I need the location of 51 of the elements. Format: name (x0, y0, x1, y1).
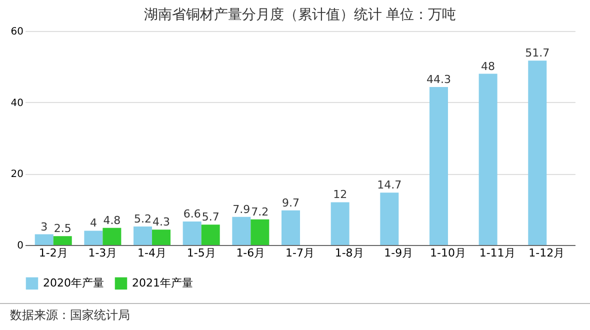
x-tick-label: 1-12月 (528, 246, 565, 260)
bar (182, 221, 202, 245)
bar (528, 60, 547, 245)
source-note: 数据来源：国家统计局 (10, 307, 130, 324)
x-tick-label: 1-2月 (38, 246, 68, 260)
x-tick-label: 1-4月 (138, 246, 166, 260)
bar (34, 234, 54, 245)
y-tick-label: 40 (10, 98, 24, 109)
legend-label: 2020年产量 (43, 276, 104, 290)
x-tick-label: 1-10月 (430, 246, 466, 260)
bar (250, 219, 270, 245)
data-label: 7.9 (232, 202, 250, 216)
bar (152, 230, 171, 245)
bar (84, 230, 103, 245)
y-tick-label: 0 (17, 240, 24, 252)
data-label: 5.7 (202, 210, 220, 224)
bar (478, 74, 498, 245)
data-label: 7.2 (251, 205, 269, 218)
bar (232, 216, 251, 245)
data-label: 9.7 (282, 196, 300, 210)
bar (134, 226, 152, 245)
data-label: 14.7 (377, 178, 402, 192)
data-label: 51.7 (525, 46, 550, 60)
data-label: 4.3 (152, 216, 170, 229)
data-label: 12 (333, 188, 348, 202)
bar (429, 86, 448, 245)
x-tick-label: 1-9月 (384, 246, 414, 260)
x-tick-label: 1-7月 (286, 246, 314, 260)
data-label: 4.8 (103, 214, 121, 227)
legend-label: 2021年产量 (132, 276, 193, 290)
bar (380, 192, 399, 245)
x-tick-label: 1-6月 (236, 246, 266, 260)
x-tick-label: 1-3月 (88, 246, 118, 260)
data-label: 6.6 (183, 207, 201, 220)
x-tick-label: 1-5月 (186, 246, 216, 260)
data-label: 2.5 (54, 222, 72, 236)
data-label: 5.2 (134, 212, 152, 226)
data-label: 4 (90, 216, 97, 230)
data-label: 3 (40, 220, 48, 234)
bar (330, 202, 350, 245)
y-tick-label: 60 (10, 26, 24, 38)
y-tick-label: 20 (10, 169, 24, 180)
bar (282, 210, 300, 245)
bar (53, 236, 72, 245)
bar (102, 228, 122, 245)
x-tick-label: 1-8月 (334, 246, 364, 260)
chart-title: 湖南省铜材产量分月度（累计值）统计 单位：万吨 (144, 7, 456, 23)
data-label: 48 (481, 60, 496, 73)
x-tick-label: 1-11月 (479, 246, 516, 260)
data-label: 44.3 (426, 72, 451, 86)
bar (201, 224, 220, 245)
